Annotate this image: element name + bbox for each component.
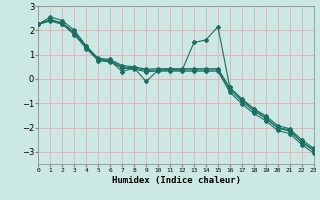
- X-axis label: Humidex (Indice chaleur): Humidex (Indice chaleur): [111, 176, 241, 185]
